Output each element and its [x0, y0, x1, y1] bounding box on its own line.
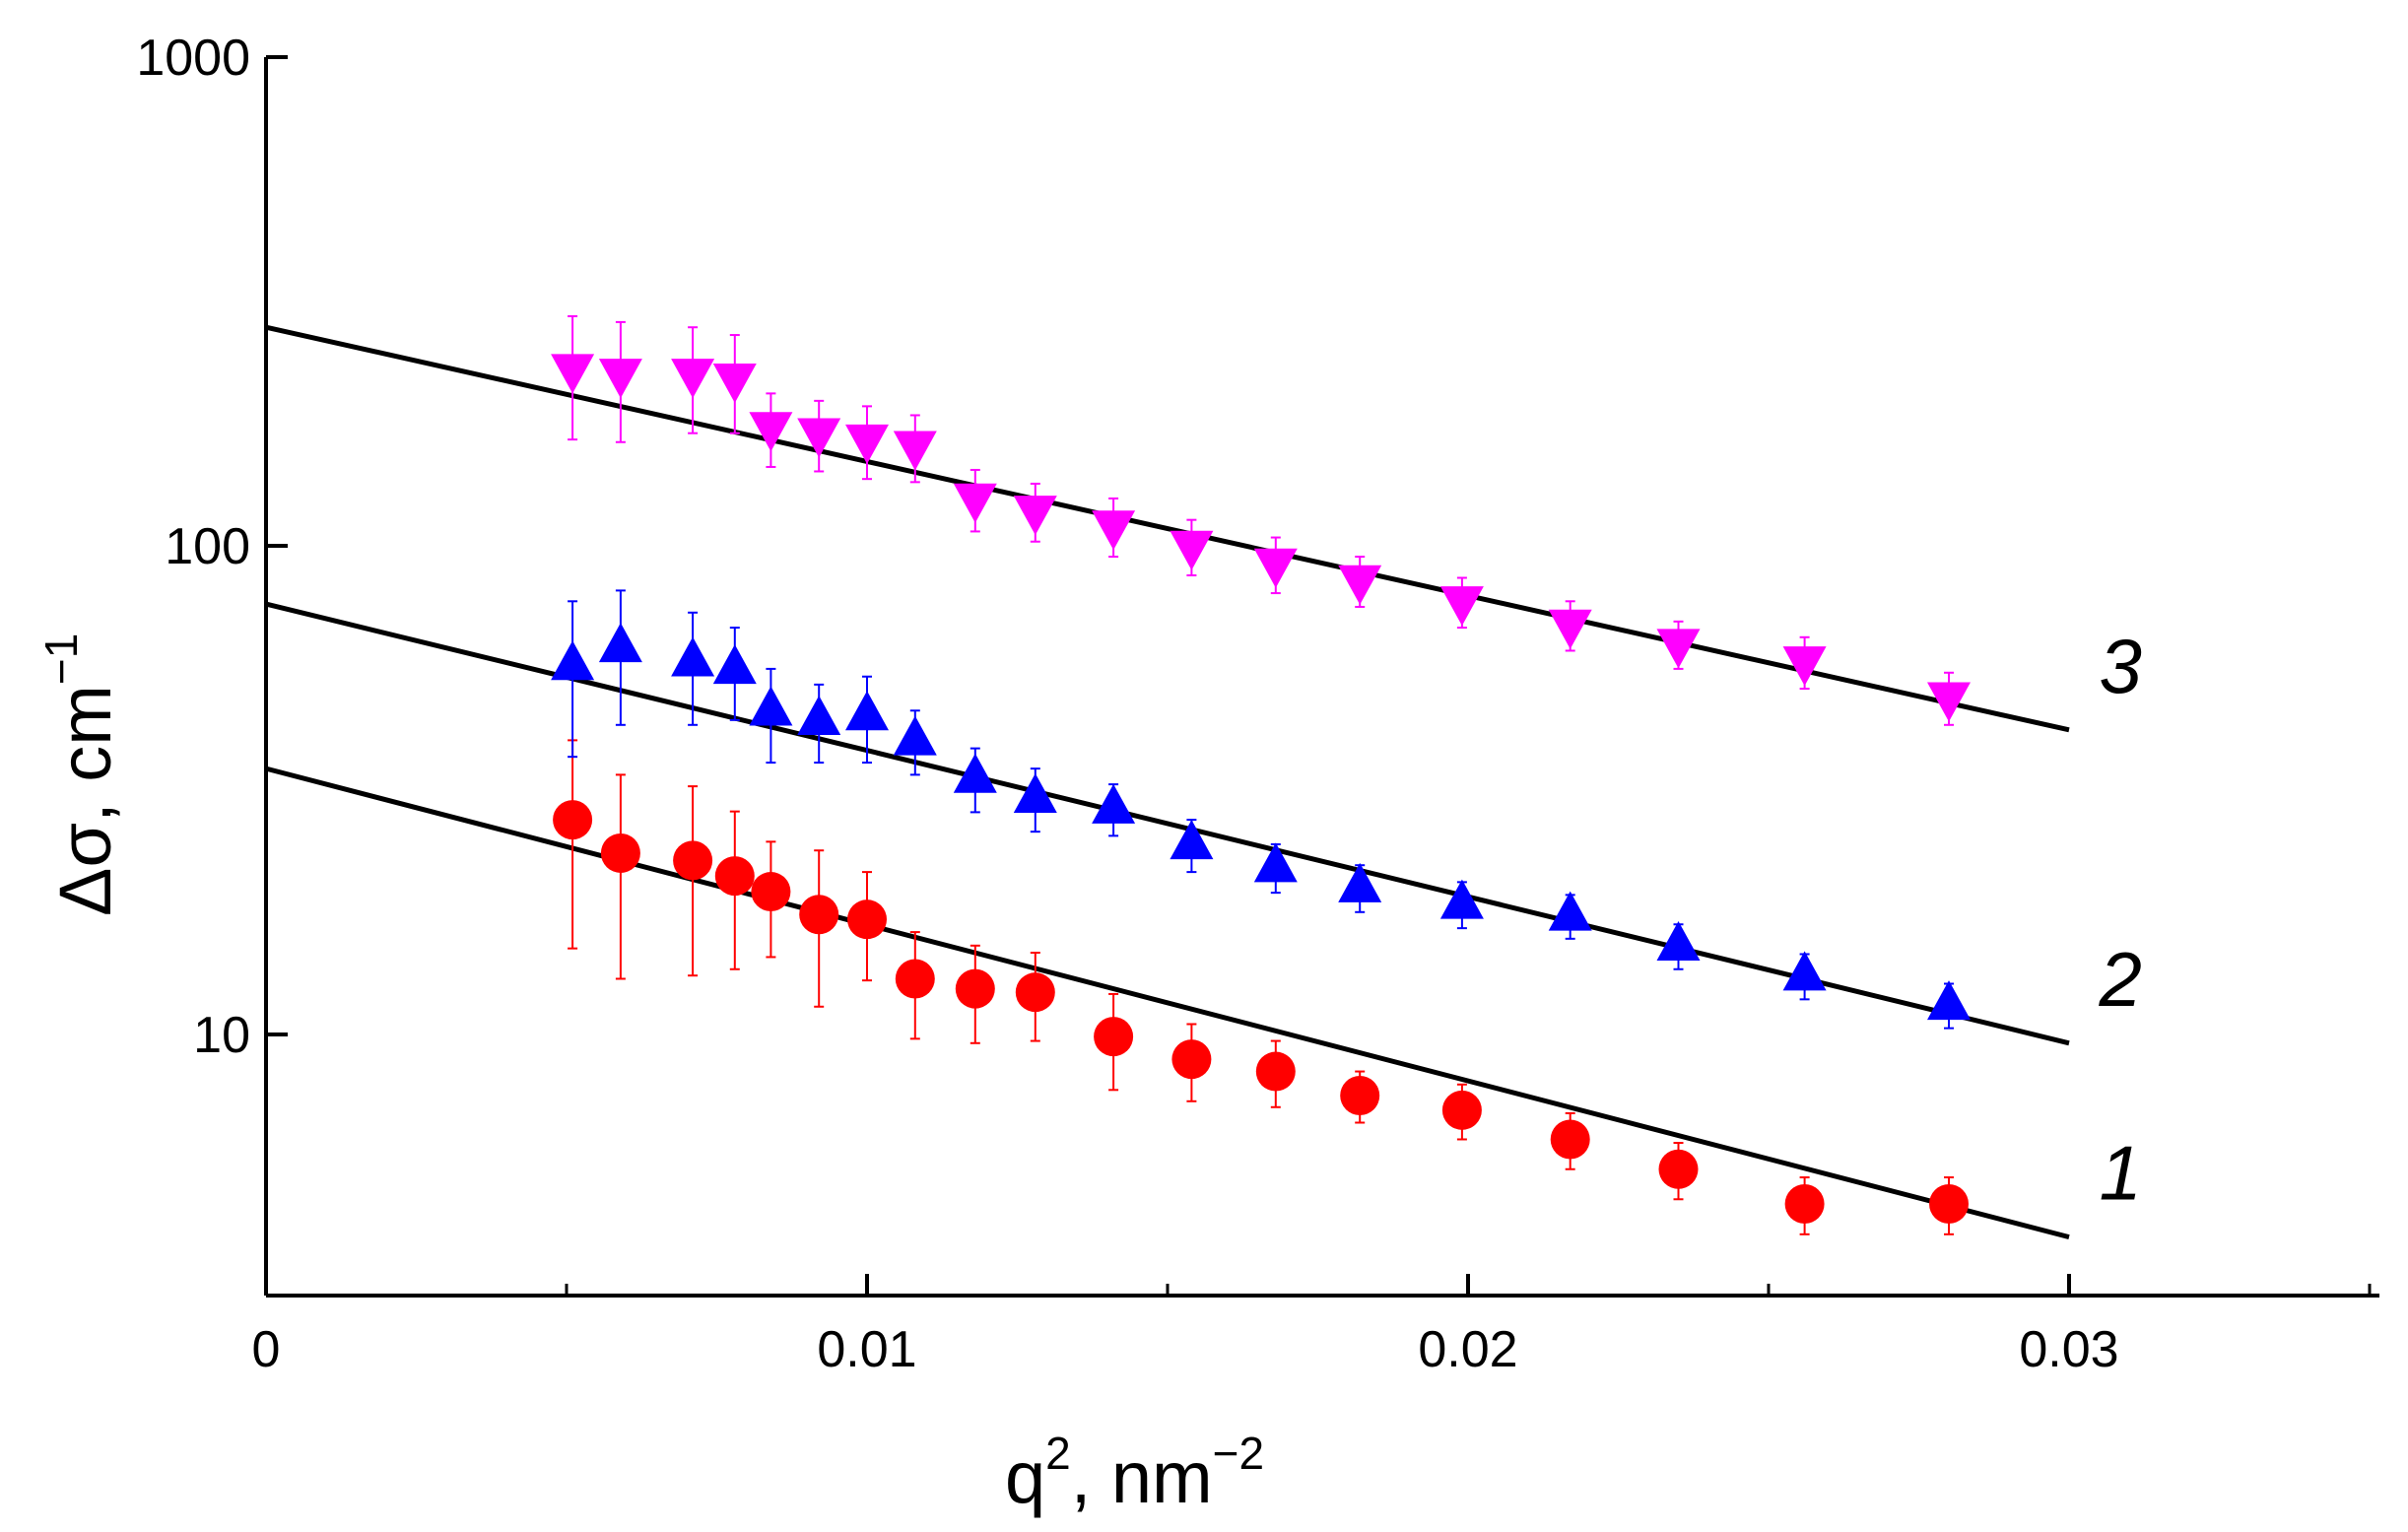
point-series-3	[671, 359, 715, 399]
point-series-1	[1658, 1149, 1699, 1189]
point-series-3	[1253, 548, 1298, 588]
fit-lines	[265, 324, 2070, 1240]
point-series-2	[1656, 921, 1701, 962]
point-series-1	[1171, 1039, 1212, 1080]
point-series-3	[1782, 646, 1827, 687]
curve-label-1: 1	[2100, 1130, 2142, 1217]
point-series-2	[797, 696, 841, 736]
point-series-1	[1550, 1119, 1590, 1160]
y-axis-title: Δσ, cm−1	[35, 633, 126, 916]
y-tick-label-1: 100	[165, 518, 250, 575]
x-ticks: 0 0.01 0.02 0.03	[252, 1274, 2372, 1378]
point-series-1	[1441, 1090, 1482, 1130]
y-ticks: 10 100 1000	[136, 30, 288, 1064]
point-series-2	[551, 640, 595, 681]
point-series-2	[893, 715, 937, 756]
x-axis-title: q2, nm−2	[1005, 1428, 1264, 1518]
y-tick-label-0: 10	[193, 1007, 250, 1064]
point-series-1	[1015, 972, 1055, 1013]
y-tick-label-2: 1000	[136, 30, 250, 87]
point-series-3	[1013, 496, 1057, 536]
point-series-1	[799, 895, 839, 935]
point-series-2	[845, 691, 889, 731]
error-bars	[568, 314, 1954, 1235]
point-series-2	[1253, 842, 1298, 883]
point-series-1	[714, 856, 755, 897]
point-series-3	[1170, 530, 1214, 570]
point-series-1	[553, 800, 593, 840]
point-series-3	[953, 483, 997, 523]
point-series-3	[1927, 682, 1971, 722]
point-series-3	[712, 363, 757, 403]
curve-label-3: 3	[2100, 623, 2142, 709]
data-points	[551, 354, 1971, 1225]
point-series-1	[895, 959, 935, 999]
x-tick-label-3: 0.03	[2019, 1321, 2118, 1378]
point-series-1	[673, 840, 713, 881]
point-series-2	[712, 644, 757, 685]
point-series-3	[845, 424, 889, 464]
x-tick-label-1: 0.01	[817, 1321, 916, 1378]
curve-label-2: 2	[2099, 936, 2142, 1023]
point-series-3	[749, 412, 793, 452]
point-series-1	[955, 968, 995, 1009]
point-series-2	[1338, 862, 1382, 902]
point-series-2	[671, 636, 715, 677]
point-series-1	[600, 833, 640, 873]
point-series-2	[749, 686, 793, 726]
point-series-1	[1929, 1184, 1969, 1225]
point-series-3	[1338, 565, 1382, 605]
point-series-1	[1094, 1017, 1134, 1057]
point-series-1	[751, 872, 791, 912]
point-series-3	[1092, 510, 1136, 551]
point-series-3	[893, 431, 937, 471]
point-series-1	[847, 899, 887, 940]
point-series-1	[1255, 1051, 1296, 1092]
fit-line-3	[265, 324, 2070, 733]
point-series-3	[797, 418, 841, 458]
point-series-2	[953, 753, 997, 793]
point-series-2	[1782, 951, 1827, 991]
point-series-3	[1548, 609, 1592, 649]
point-series-2	[1439, 879, 1484, 919]
axes: 0 0.01 0.02 0.03 10 100 1000	[136, 30, 2379, 1378]
x-tick-label-0: 0	[252, 1321, 281, 1378]
point-series-2	[598, 623, 642, 663]
curve-labels: 1 2 3	[2099, 623, 2142, 1217]
point-series-3	[1656, 629, 1701, 669]
x-tick-label-2: 0.02	[1418, 1321, 1517, 1378]
point-series-3	[1439, 586, 1484, 627]
point-series-2	[1548, 891, 1592, 931]
point-series-2	[1013, 772, 1057, 813]
point-series-2	[1092, 783, 1136, 824]
point-series-2	[1170, 820, 1214, 860]
point-series-1	[1784, 1184, 1825, 1225]
fit-line-1	[265, 766, 2070, 1240]
point-series-2	[1927, 980, 1971, 1021]
point-series-3	[551, 354, 595, 394]
point-series-3	[598, 359, 642, 399]
point-series-1	[1340, 1075, 1380, 1115]
